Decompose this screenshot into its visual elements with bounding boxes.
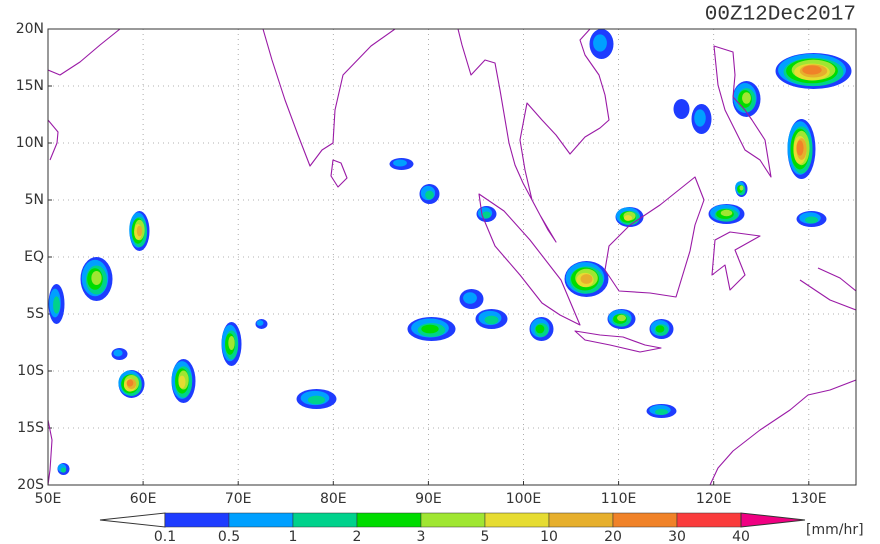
coastline: [457, 29, 610, 243]
lat-label: 10N: [16, 135, 44, 151]
colorbar-end: [99, 512, 166, 528]
lon-label: 110E: [601, 491, 637, 507]
coastlines: [48, 29, 856, 485]
rain-cell: [482, 211, 491, 219]
lon-label: 120E: [696, 491, 732, 507]
lon-label: 100E: [506, 491, 542, 507]
lon-label: 60E: [130, 491, 157, 507]
coastline: [799, 267, 856, 311]
colorbar-end: [740, 512, 806, 528]
coastline: [604, 176, 705, 298]
rain-cell: [421, 324, 439, 334]
rain-cell: [805, 216, 818, 224]
lon-label: 90E: [415, 491, 442, 507]
lon-label: 130E: [791, 491, 827, 507]
lat-label: 15S: [17, 420, 44, 436]
lat-label: 10S: [17, 363, 44, 379]
colorbar-box: [356, 512, 422, 528]
rain-cell: [655, 325, 665, 333]
colorbar-box: [676, 512, 742, 528]
colorbar-box: [612, 512, 678, 528]
colorbar-box: [484, 512, 550, 528]
rain-cell: [742, 92, 751, 104]
colorbar-label: 0.5: [218, 529, 240, 544]
map-title: 00Z12Dec2017: [705, 4, 856, 27]
rain-cell: [796, 140, 804, 156]
precipitation: [48, 29, 852, 475]
rain-cell: [53, 296, 60, 314]
coastline: [574, 330, 662, 353]
colorbar-label: 20: [604, 529, 622, 544]
rain-cell: [535, 324, 545, 334]
rain-cell: [463, 292, 477, 304]
rain-cell: [623, 215, 633, 221]
colorbar-box: [292, 512, 358, 528]
rain-cell: [720, 209, 733, 217]
colorbar-label: 1: [289, 529, 298, 544]
colorbar-label: 5: [481, 529, 490, 544]
lat-label: 20S: [17, 477, 44, 493]
rain-cell: [307, 395, 326, 405]
coastline: [48, 419, 53, 485]
rain-cell: [593, 34, 607, 52]
rain-cell: [694, 109, 706, 127]
colorbar: [99, 512, 806, 528]
rain-cell: [393, 159, 407, 167]
colorbar-label: 40: [732, 529, 750, 544]
lat-label: 20N: [16, 21, 44, 37]
lon-label: 50E: [35, 491, 62, 507]
lat-label: 5N: [25, 192, 44, 208]
lat-label: 15N: [16, 78, 44, 94]
rain-cell: [178, 375, 186, 389]
colorbar-label: 2: [353, 529, 362, 544]
coastline: [713, 45, 772, 178]
lat-label: 5S: [26, 306, 44, 322]
rain-cell: [739, 185, 744, 191]
colorbar-box: [420, 512, 486, 528]
lon-label: 80E: [320, 491, 347, 507]
rain-cell: [802, 65, 822, 75]
colorbar-box: [228, 512, 294, 528]
rain-cell: [484, 315, 499, 325]
rain-cell: [113, 349, 123, 357]
colorbar-box: [548, 512, 614, 528]
rain-cell: [256, 320, 264, 326]
rain-cell: [655, 408, 668, 416]
rain-cell: [136, 225, 143, 237]
rain-cell: [580, 274, 593, 284]
map-frame: [47, 28, 857, 486]
colorbar-unit: [mm/hr]: [806, 522, 864, 538]
rain-cell: [126, 379, 134, 387]
coastline: [48, 29, 121, 161]
lat-label: EQ: [24, 249, 44, 265]
rain-cell: [91, 270, 102, 286]
graticule: [47, 28, 856, 486]
coastline: [262, 29, 396, 167]
coastline: [478, 193, 581, 326]
rain-cell: [425, 190, 434, 200]
coastline: [330, 159, 348, 188]
rain-cell: [228, 335, 235, 351]
rain-cell: [617, 314, 626, 322]
colorbar-label: 10: [540, 529, 558, 544]
colorbar-label: 30: [668, 529, 686, 544]
coastline: [709, 379, 856, 485]
rain-cell: [60, 467, 67, 473]
lon-label: 70E: [225, 491, 252, 507]
rain-cell: [673, 99, 690, 119]
coastline: [711, 231, 761, 291]
colorbar-box: [164, 512, 230, 528]
colorbar-label: 3: [417, 529, 426, 544]
colorbar-label: 0.1: [154, 529, 176, 544]
